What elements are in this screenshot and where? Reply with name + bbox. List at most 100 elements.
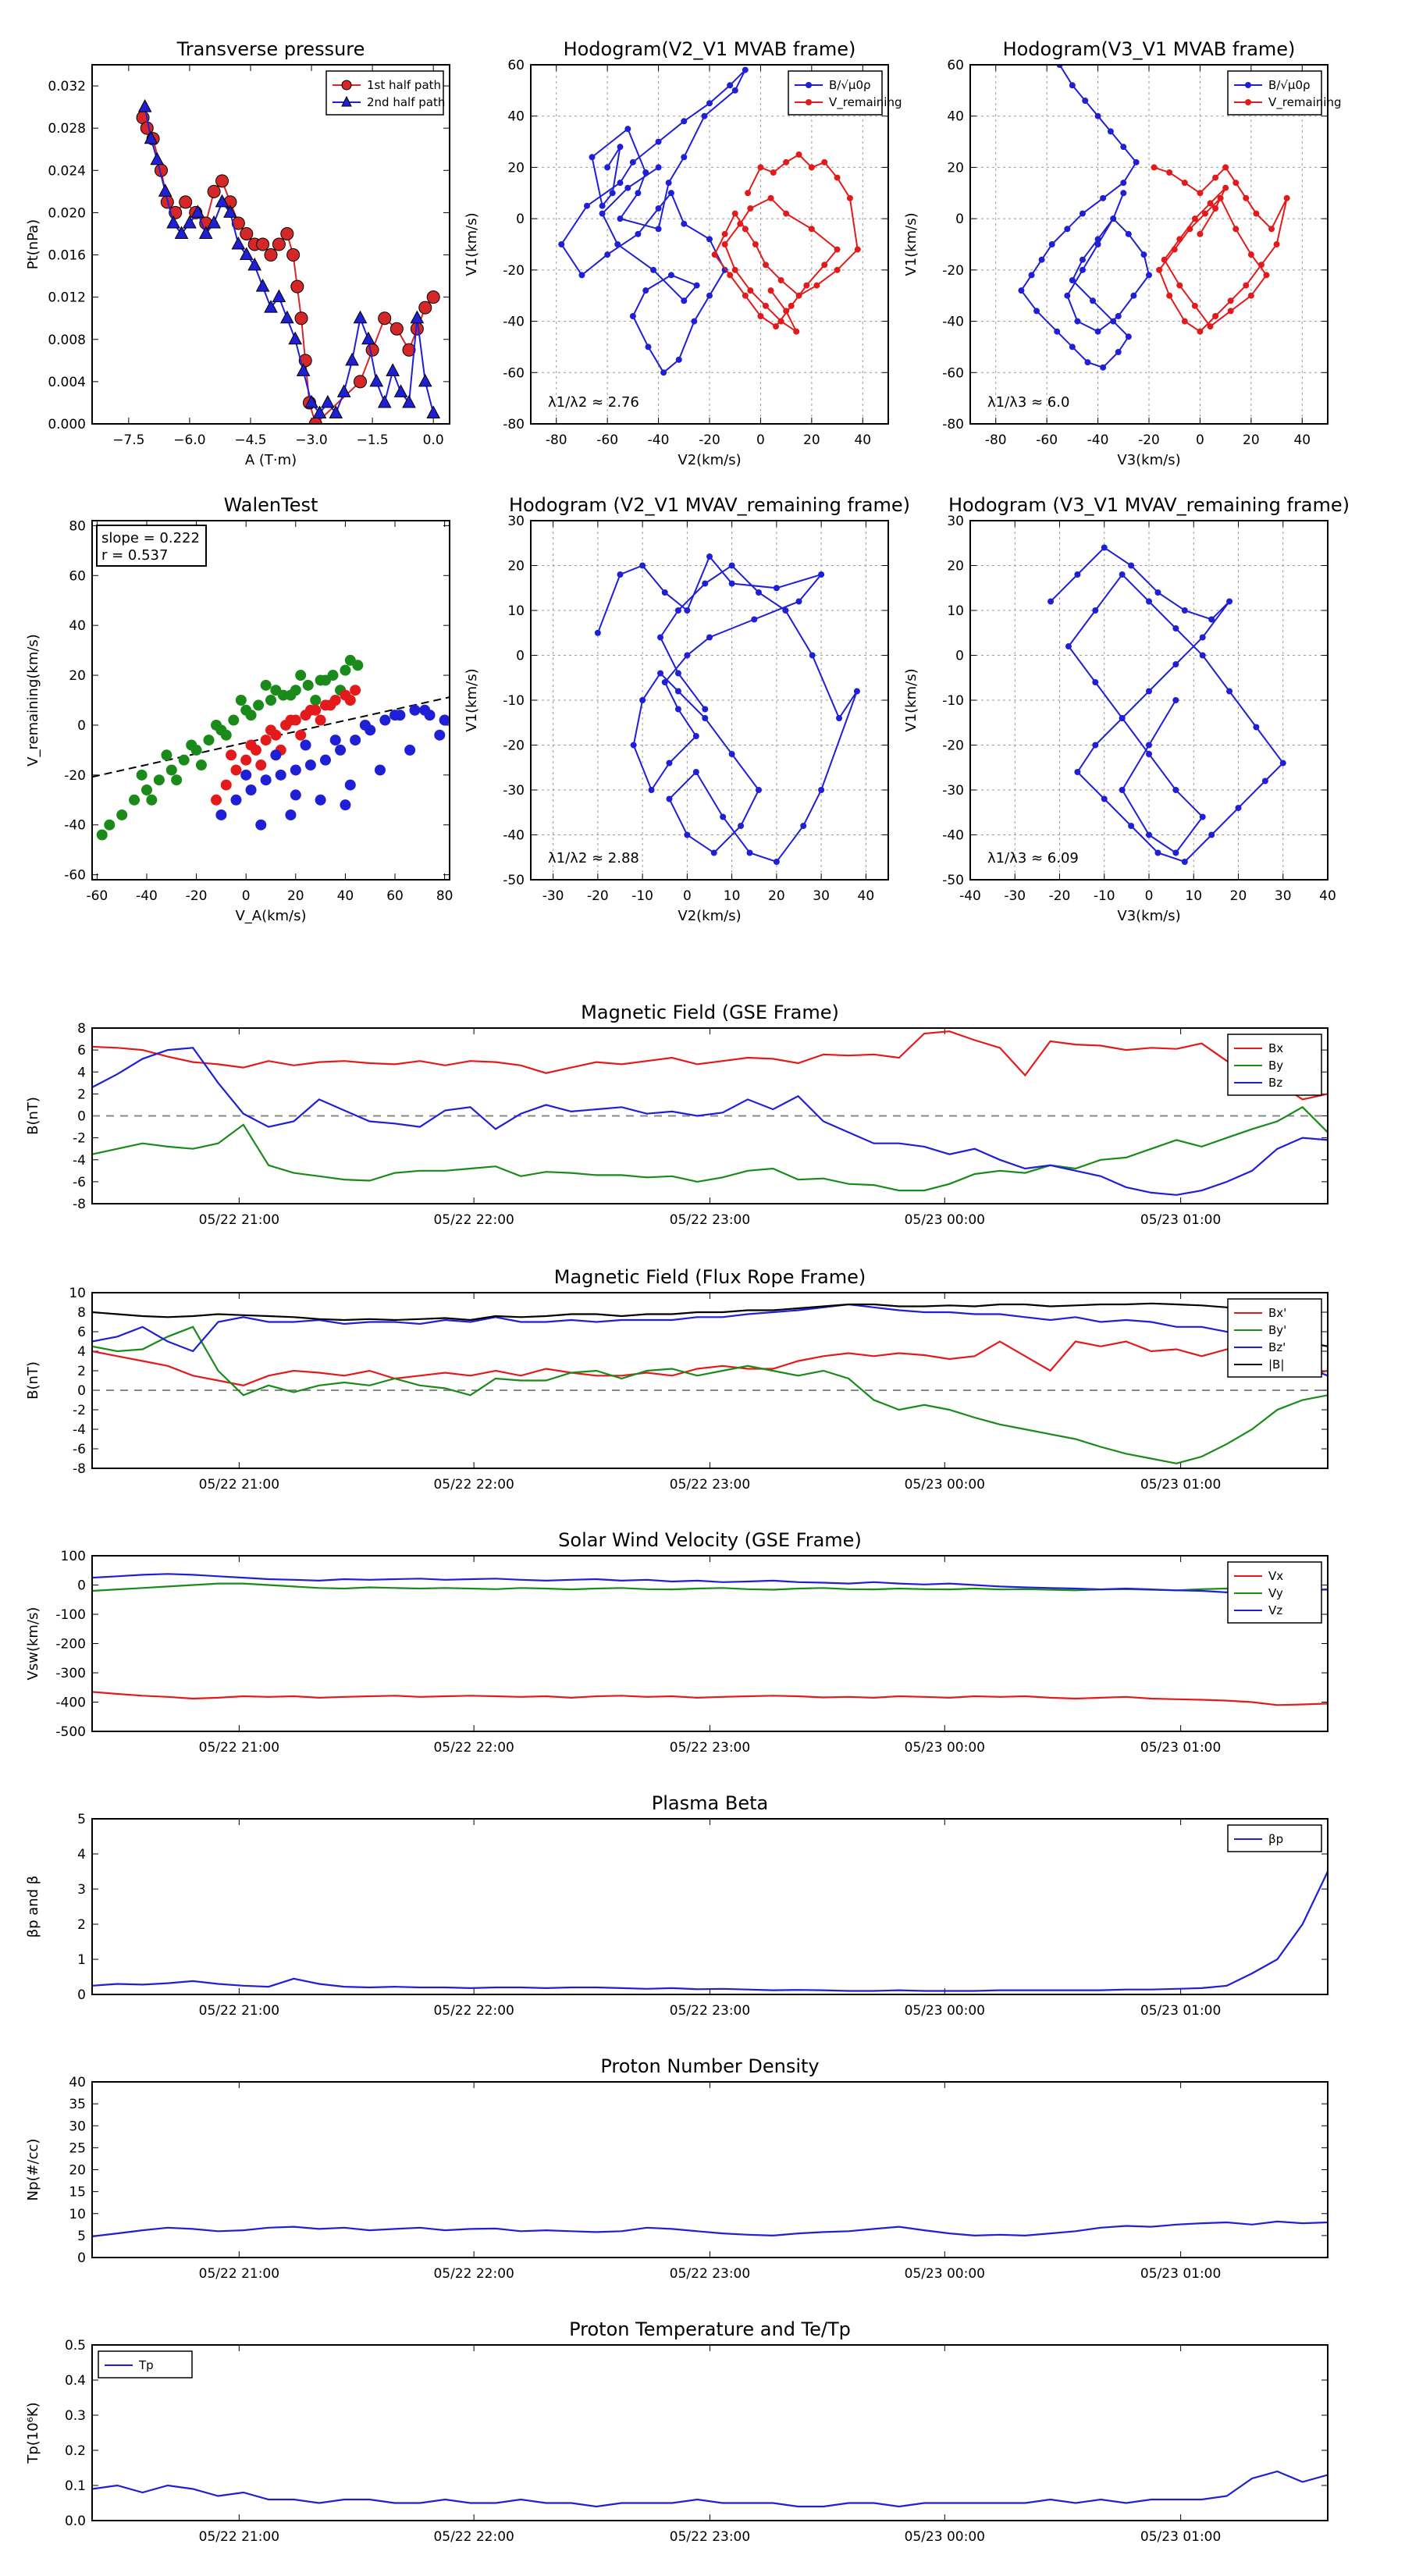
y-tick-label: 30: [507, 514, 525, 529]
data-point: [1101, 795, 1108, 802]
series-line-Bx: [92, 1030, 1328, 1101]
x-tick-label: 40: [1319, 888, 1336, 904]
x-tick-label: 05/22 23:00: [670, 1740, 750, 1756]
y-tick-label: 0.5: [65, 2338, 86, 2354]
series-line-|B|: [92, 1302, 1328, 1347]
legend: Vx Vy Vz: [1227, 1561, 1322, 1624]
data-point: [639, 562, 646, 569]
y-tick-label: -8: [73, 1197, 86, 1212]
y-tick-label: 10: [69, 2207, 86, 2222]
x-tick-label: 05/22 22:00: [433, 1477, 514, 1493]
data-point: [231, 216, 245, 230]
y-tick-label: 30: [69, 2119, 86, 2134]
data-point: [655, 138, 662, 145]
y-tick-label: 20: [69, 668, 86, 684]
data-point: [800, 823, 807, 829]
plot-area: [531, 65, 888, 424]
data-point: [727, 272, 734, 279]
chart-title: Hodogram(V3_V1 MVAB frame): [1003, 38, 1296, 60]
x-tick-label: 10: [1185, 888, 1202, 904]
data-point: [165, 764, 177, 776]
data-point: [153, 774, 165, 786]
data-point: [365, 343, 379, 357]
x-axis-label: V3(km/s): [1117, 908, 1180, 924]
y-tick-label: 4: [77, 1847, 86, 1863]
y-tick-label: 15: [69, 2185, 86, 2201]
legend-label: 2nd half path: [367, 95, 445, 109]
x-tick-label: 40: [858, 888, 875, 904]
y-tick-label: -4: [73, 1153, 86, 1169]
data-point: [226, 749, 237, 761]
y-tick-label: 20: [507, 559, 525, 575]
data-point: [129, 794, 140, 806]
annotation-text: λ1/λ2 ≈ 2.88: [548, 850, 639, 866]
data-point: [426, 290, 440, 304]
x-tick-label: 05/22 21:00: [199, 2266, 279, 2282]
data-point: [1181, 318, 1188, 325]
data-point: [795, 598, 802, 605]
data-point: [821, 262, 828, 269]
data-point: [179, 195, 193, 209]
data-point: [264, 248, 278, 262]
x-axis-label: V2(km/s): [678, 452, 741, 468]
chart-title: Hodogram (V2_V1 MVAV_remaining frame): [509, 494, 910, 516]
series-line-B/√μ0ρ: [1020, 65, 1151, 368]
data-point: [657, 634, 664, 641]
data-point: [747, 205, 754, 212]
data-point: [186, 739, 197, 751]
annotation-box: [96, 525, 207, 567]
x-tick-label: 10: [724, 888, 741, 904]
data-point: [1273, 241, 1280, 247]
data-point: [1208, 616, 1215, 623]
data-point: [747, 287, 754, 294]
x-tick-label: 05/23 00:00: [905, 1740, 985, 1756]
data-point: [304, 760, 316, 771]
x-axis-label: V2(km/s): [678, 908, 741, 924]
data-point: [255, 819, 267, 831]
y-tick-label: 6: [77, 1325, 86, 1340]
data-point: [681, 297, 688, 304]
x-tick-label: 05/22 21:00: [199, 2529, 279, 2545]
plot-area: [970, 65, 1328, 424]
data-point: [639, 697, 646, 703]
x-tick-label: -40: [1087, 432, 1109, 448]
x-tick-label: −4.5: [234, 432, 266, 448]
plot-layer: [594, 553, 860, 865]
data-point: [235, 695, 247, 706]
chart-title: Hodogram(V2_V1 MVAB frame): [564, 38, 856, 60]
data-point: [140, 785, 152, 795]
x-tick-label: -30: [542, 888, 564, 904]
data-point: [1038, 256, 1045, 263]
y-tick-label: -20: [503, 738, 525, 754]
y-tick-label: 0.020: [48, 205, 86, 221]
data-point: [777, 318, 784, 325]
y-tick-label: 40: [69, 2075, 86, 2090]
data-point: [350, 685, 361, 696]
data-point: [1176, 236, 1183, 243]
legend-label: V_remaining: [1268, 95, 1342, 110]
data-point: [230, 764, 242, 776]
data-point: [706, 100, 713, 107]
data-point: [762, 302, 769, 309]
data-point: [377, 394, 392, 408]
y-tick-label: -40: [942, 828, 964, 844]
data-point: [635, 230, 642, 237]
data-point: [1094, 241, 1101, 247]
data-point: [706, 236, 713, 243]
data-point: [655, 164, 662, 171]
data-point: [1146, 598, 1152, 605]
x-tick-label: 20: [287, 888, 304, 904]
data-point: [773, 585, 780, 592]
y-axis-label: B(nT): [25, 1361, 41, 1400]
data-point: [312, 405, 327, 418]
data-point: [304, 394, 318, 408]
x-tick-label: 0: [756, 432, 765, 448]
data-point: [660, 369, 667, 376]
data-point: [755, 787, 762, 793]
chart-title: Plasma Beta: [652, 1792, 768, 1814]
data-point: [770, 169, 777, 176]
y-tick-label: 0.028: [48, 121, 86, 137]
y-tick-label: -40: [503, 315, 525, 330]
chart-title: Magnetic Field (Flux Rope Frame): [554, 1266, 866, 1288]
